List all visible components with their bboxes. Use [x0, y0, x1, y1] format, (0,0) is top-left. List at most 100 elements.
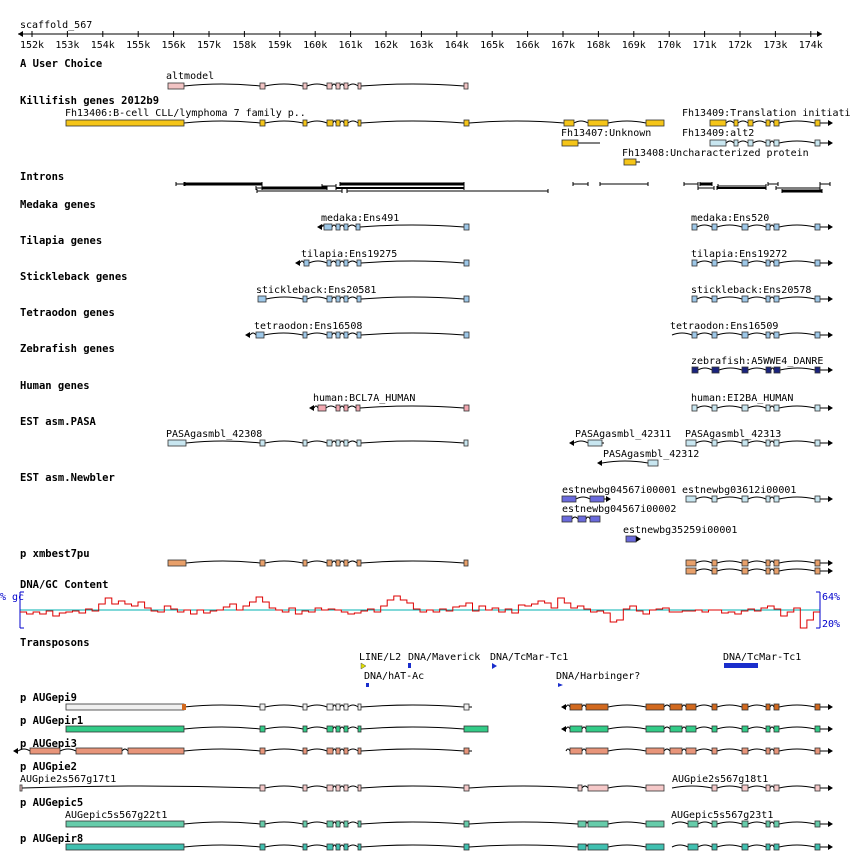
intron-connector	[716, 260, 743, 264]
intron-connector	[183, 120, 261, 124]
exon	[259, 82, 266, 90]
intron-connector	[306, 844, 328, 848]
intron-connector	[332, 120, 337, 124]
exon	[814, 223, 821, 231]
track-title: Stickleback genes	[20, 271, 127, 283]
gene-model	[685, 559, 833, 567]
intron-connector	[718, 367, 743, 371]
gc-left-axis	[19, 591, 24, 629]
exon	[356, 259, 362, 267]
exon	[711, 567, 718, 575]
gene-model	[709, 139, 833, 147]
gene-model	[685, 495, 833, 503]
intron-connector	[332, 726, 337, 730]
exon	[711, 366, 720, 374]
intron-connector	[778, 332, 816, 336]
intron-connector	[183, 844, 261, 848]
strand-right-arrow-icon	[828, 332, 833, 338]
intron-connector	[347, 785, 359, 789]
intron-connector	[347, 405, 357, 409]
strand-left-arrow-icon	[561, 704, 566, 710]
intron-connector	[339, 405, 345, 409]
ruler-tick-label: 155k	[126, 40, 150, 51]
exon	[569, 747, 583, 755]
exon	[711, 725, 718, 733]
gene-model	[167, 559, 469, 567]
feature-label: DNA/TcMar-Tc1	[490, 652, 568, 663]
intron-connector	[769, 821, 775, 825]
intron-connector	[249, 332, 257, 336]
exon	[711, 703, 718, 711]
feature-label: Fh13406:B-cell CLL/lymphoma 7 family p..	[65, 108, 306, 119]
exon	[773, 331, 780, 339]
exon	[685, 703, 697, 711]
exon	[317, 404, 327, 412]
exon	[259, 703, 266, 711]
exon	[814, 843, 821, 851]
intron-connector	[468, 844, 579, 848]
intron-connector	[565, 726, 571, 730]
feature-label: Fh13409:alt2	[682, 128, 754, 139]
exon	[669, 747, 683, 755]
exon	[765, 843, 771, 851]
intron-connector	[747, 785, 767, 789]
exon	[323, 223, 333, 231]
exon	[463, 747, 470, 755]
intron-connector	[331, 224, 337, 228]
feature-label: Fh13407:Unknown	[561, 128, 651, 139]
exon	[326, 820, 334, 828]
gene-model	[309, 404, 470, 412]
intron-connector	[581, 785, 589, 789]
feature-label: zebrafish:A5WWE4_DANRE	[691, 356, 823, 367]
exon	[343, 295, 349, 303]
intron-connector	[663, 748, 671, 752]
intron-connector	[671, 844, 689, 848]
gene-model	[685, 439, 833, 447]
intron-connector	[769, 785, 775, 789]
intron-connector	[581, 748, 587, 752]
exon	[645, 725, 665, 733]
exon	[463, 119, 470, 127]
intron-connector	[339, 748, 345, 752]
gene-model	[295, 259, 470, 267]
intron-connector	[347, 560, 358, 564]
ruler-right-arrow-icon	[817, 31, 822, 37]
exon	[343, 82, 349, 90]
gene-model	[317, 223, 470, 231]
exon	[335, 404, 341, 412]
exon	[255, 331, 265, 339]
exon	[711, 439, 718, 447]
track-title: p AUGepic5	[20, 797, 83, 809]
strand-left-arrow-icon	[317, 224, 322, 230]
exon	[773, 703, 780, 711]
gene-model	[691, 366, 833, 374]
exon	[326, 747, 334, 755]
exon	[814, 559, 821, 567]
gene-model	[257, 295, 470, 303]
intron-connector	[360, 704, 465, 708]
exon	[335, 223, 341, 231]
exon	[335, 559, 341, 567]
exon	[814, 567, 821, 575]
intron-connector	[299, 260, 305, 264]
exon	[773, 439, 780, 447]
exon	[326, 784, 334, 792]
exon	[167, 559, 187, 567]
exon	[814, 139, 821, 147]
intron-connector	[331, 440, 337, 444]
intron-connector	[663, 704, 671, 708]
track-title: EST asm.PASA	[20, 416, 97, 428]
ruler-tick-label: 170k	[657, 40, 681, 51]
strand-right-arrow-icon	[828, 140, 833, 146]
track-title: DNA/GC Content	[20, 579, 109, 591]
exon	[335, 703, 341, 711]
intron-connector	[716, 748, 743, 752]
intron-connector	[696, 332, 713, 336]
strand-right-arrow-icon	[828, 260, 833, 266]
exon	[711, 331, 718, 339]
exon	[691, 259, 698, 267]
exon	[65, 119, 185, 127]
intron-connector	[607, 785, 647, 789]
intron-connector	[339, 296, 345, 300]
exon	[773, 295, 780, 303]
